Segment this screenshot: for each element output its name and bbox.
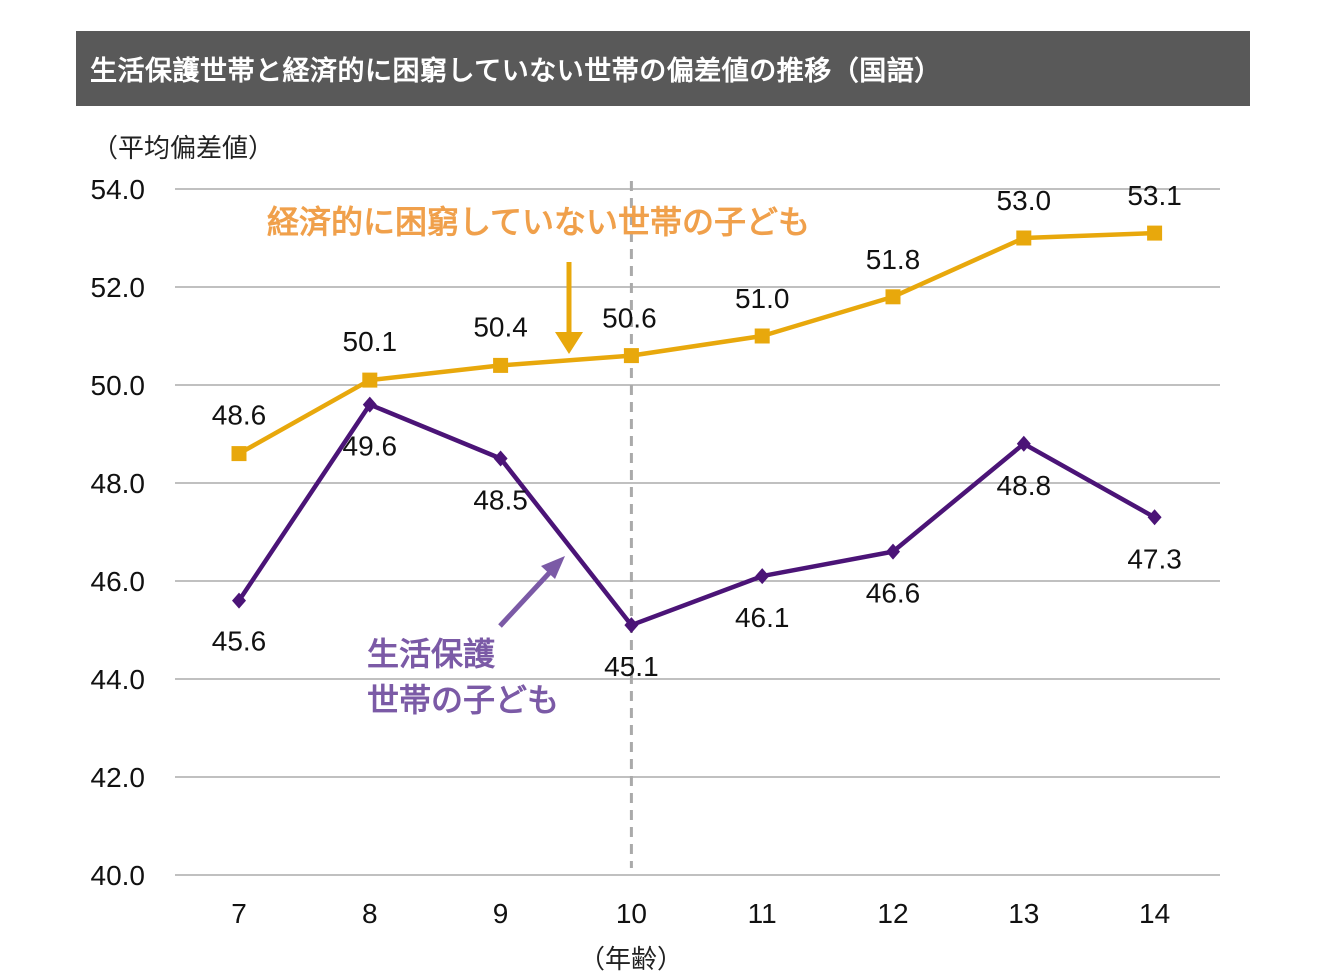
- data-point-marker: [1147, 509, 1162, 526]
- x-tick-label: 7: [231, 898, 247, 929]
- data-label: 46.1: [735, 602, 790, 633]
- data-point-marker: [493, 450, 508, 467]
- data-label: 51.0: [735, 283, 790, 314]
- data-point-marker: [493, 357, 509, 373]
- y-tick-label: 50.0: [91, 370, 146, 401]
- data-point-marker: [232, 592, 246, 609]
- x-tick-label: 14: [1139, 898, 1170, 929]
- annotation-welfare-line1: 生活保護: [367, 635, 496, 673]
- annotation-arrow-not-poor: [555, 262, 583, 354]
- data-label: 45.6: [212, 626, 267, 657]
- data-label: 53.1: [1127, 180, 1182, 211]
- data-point-marker: [624, 617, 639, 634]
- data-label: 49.6: [343, 431, 398, 462]
- data-point-marker: [1016, 435, 1031, 452]
- data-point-marker: [885, 289, 901, 305]
- y-tick-label: 48.0: [91, 468, 146, 499]
- x-tick-label: 10: [616, 898, 647, 929]
- data-labels: 48.6 50.1 50.4 50.6 51.0 51.8 53.0 53.1 45.6 49.6…: [212, 180, 1182, 682]
- data-label: 47.3: [1127, 543, 1182, 574]
- data-label: 48.8: [997, 470, 1052, 501]
- y-axis-ticks: 40.0 42.0 44.0 46.0 48.0 50.0 52.0 54.0: [91, 174, 146, 891]
- series-lines: [231, 225, 1163, 634]
- data-label: 53.0: [997, 185, 1052, 216]
- data-point-marker: [754, 328, 770, 344]
- chart-title-bar: 生活保護世帯と経済的に困窮していない世帯の偏差値の推移（国語）: [76, 31, 1250, 106]
- data-label: 50.1: [343, 326, 398, 357]
- x-tick-label: 9: [493, 898, 509, 929]
- y-axis-title: （平均偏差値）: [92, 134, 274, 164]
- chart-title: 生活保護世帯と経済的に困窮していない世帯の偏差値の推移（国語）: [90, 56, 942, 87]
- data-label: 50.6: [602, 303, 657, 334]
- x-tick-label: 13: [1008, 898, 1039, 929]
- annotation-welfare-line2: 世帯の子ども: [367, 681, 559, 719]
- data-point-marker: [755, 568, 770, 585]
- data-label: 50.4: [473, 311, 528, 342]
- data-label: 51.8: [866, 244, 921, 275]
- data-point-marker: [231, 446, 247, 462]
- data-label: 45.1: [604, 651, 659, 682]
- x-axis-ticks: 7 8 9 10 11 12 13 14: [231, 898, 1170, 929]
- series-line: [237, 230, 1155, 456]
- data-point-marker: [1016, 230, 1032, 246]
- y-tick-label: 52.0: [91, 272, 146, 303]
- data-point-marker: [1147, 225, 1163, 241]
- y-tick-label: 54.0: [91, 174, 146, 205]
- data-label: 46.6: [866, 578, 921, 609]
- x-tick-label: 12: [877, 898, 908, 929]
- y-tick-label: 40.0: [91, 860, 146, 891]
- y-tick-label: 44.0: [91, 664, 146, 695]
- data-point-marker: [623, 348, 639, 364]
- y-tick-label: 46.0: [91, 566, 146, 597]
- data-label: 48.6: [212, 400, 267, 431]
- annotation-not-poor: 経済的に困窮していない世帯の子ども: [267, 203, 810, 241]
- annotation-arrow-welfare: [498, 556, 565, 628]
- gridlines: [175, 188, 1220, 876]
- x-axis-title: （年齢）: [579, 945, 683, 975]
- data-label: 48.5: [473, 485, 528, 516]
- y-tick-label: 42.0: [91, 762, 146, 793]
- x-tick-label: 11: [748, 898, 777, 929]
- x-tick-label: 8: [362, 898, 378, 929]
- series-line: [237, 402, 1156, 628]
- data-point-marker: [886, 543, 900, 560]
- data-point-marker: [362, 372, 378, 388]
- data-point-marker: [362, 396, 377, 413]
